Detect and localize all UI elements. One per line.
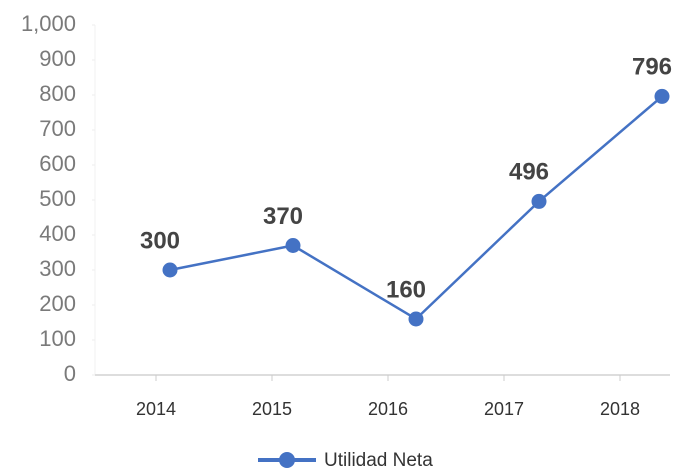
- y-tick-label: 900: [39, 46, 76, 71]
- y-tick-label: 400: [39, 221, 76, 246]
- point: [408, 311, 424, 327]
- y-tick-label: 1,000: [21, 11, 76, 36]
- y-tick-label: 800: [39, 81, 76, 106]
- y-tick-label: 500: [39, 186, 76, 211]
- data-label: 796: [632, 54, 672, 81]
- point: [531, 193, 547, 209]
- point: [654, 88, 670, 104]
- data-label: 370: [263, 203, 303, 230]
- legend-label: Utilidad Neta: [324, 450, 433, 471]
- legend-marker: [279, 452, 295, 468]
- point: [162, 262, 178, 278]
- x-tick-label: 2015: [252, 399, 292, 419]
- y-tick-label: 600: [39, 151, 76, 176]
- y-tick-label: 0: [64, 361, 76, 386]
- y-tick-label: 300: [39, 256, 76, 281]
- data-label: 496: [509, 159, 549, 186]
- y-tick-label: 100: [39, 326, 76, 351]
- point: [285, 238, 301, 253]
- x-tick-label: 2018: [600, 399, 640, 419]
- x-tick-label: 2016: [368, 399, 408, 419]
- x-tick-label: 2017: [484, 399, 524, 419]
- y-tick-label: 200: [39, 291, 76, 316]
- y-tick-label: 700: [39, 116, 76, 141]
- data-label: 160: [386, 276, 426, 303]
- data-label: 300: [140, 227, 180, 254]
- x-tick-label: 2014: [136, 399, 176, 419]
